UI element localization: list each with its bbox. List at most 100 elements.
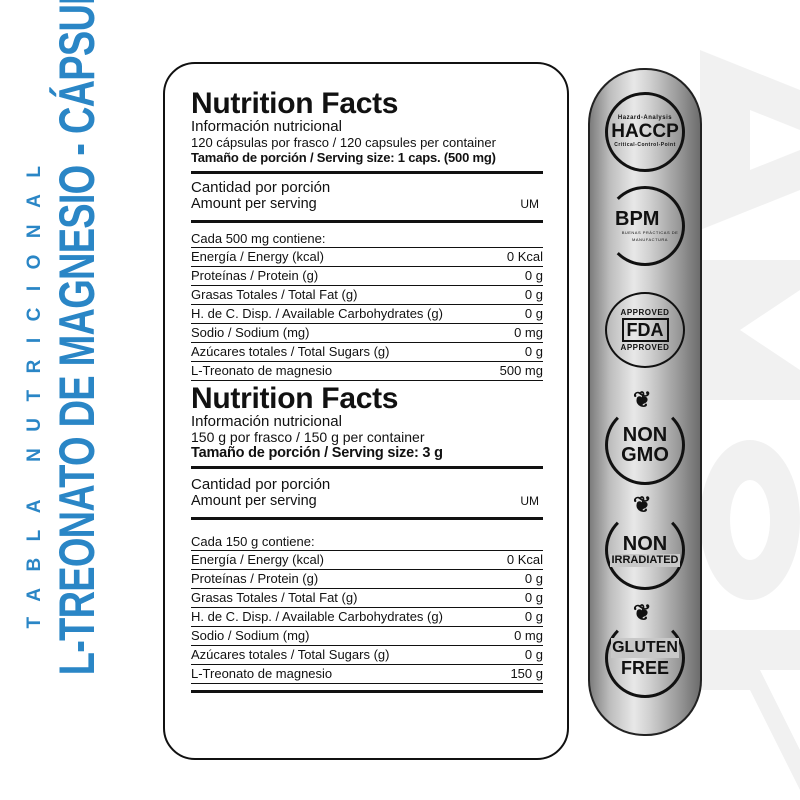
row-value: 0 g: [524, 344, 543, 359]
row-value: 0 g: [524, 647, 543, 662]
leaf-icon: ❦: [633, 600, 652, 625]
panel-title: Nutrition Facts: [191, 382, 399, 415]
badge-ring: [605, 292, 685, 368]
badge-ring: [605, 618, 685, 698]
cada-label: Cada 150 g contiene:: [191, 534, 543, 551]
amount-es: Cantidad por porción: [191, 476, 331, 493]
side-title: L-TREONATO DE MAGNESIO - CÁPSULA: [49, 0, 105, 676]
table-row: Azúcares totales / Total Sugars (g) 0 g: [191, 646, 543, 665]
table-row: Sodio / Sodium (mg) 0 mg: [191, 324, 543, 343]
side-subtitle: TABLA NUTRICIONAL: [24, 149, 45, 629]
divider: [191, 466, 543, 469]
panel-title: Nutrition Facts: [191, 87, 399, 120]
amount-es: Cantidad por porción: [191, 179, 331, 196]
divider: [191, 517, 543, 520]
table-row: L-Treonato de magnesio 500 mg: [191, 362, 543, 381]
row-label: L-Treonato de magnesio: [191, 363, 333, 378]
bpm-small-text: BUENAS PRÁCTICAS DE MANUFACTURA: [621, 230, 679, 242]
bpm-text: BPM: [615, 208, 660, 230]
watermark-shapes: [699, 50, 800, 790]
row-value: 500 mg: [499, 363, 543, 378]
table-row: L-Treonato de magnesio 150 g: [191, 665, 543, 684]
um-label: UM: [520, 197, 539, 211]
cada-label: Cada 500 mg contiene:: [191, 231, 543, 248]
amount-en: Amount per serving: [191, 493, 317, 509]
panel-info: Información nutricional: [191, 118, 342, 135]
fda-bottom-text: APPROVED: [620, 343, 670, 352]
badge-ring: [605, 186, 685, 266]
table-row: Sodio / Sodium (mg) 0 mg: [191, 627, 543, 646]
nutrition-card: Nutrition Facts Información nutricional …: [163, 62, 569, 760]
table-row: Grasas Totales / Total Fat (g) 0 g: [191, 286, 543, 305]
nutrition-panel-capsules: Nutrition Facts Información nutricional …: [191, 89, 543, 381]
divider: [191, 171, 543, 174]
table-row: Grasas Totales / Total Fat (g) 0 g: [191, 589, 543, 608]
table-row: Energía / Energy (kcal) 0 Kcal: [191, 248, 543, 267]
watermark-letter-r: [700, 630, 800, 790]
row-label: H. de C. Disp. / Available Carbohydrates…: [191, 306, 443, 321]
leaf-icon: ❦: [633, 492, 652, 517]
gluten-line1: GLUTEN: [611, 638, 679, 658]
leaf-icon: ❦: [633, 387, 652, 412]
non-gmo-line2: GMO: [621, 444, 669, 466]
row-label: Grasas Totales / Total Fat (g): [191, 590, 358, 605]
badge-ring: [605, 405, 685, 485]
nutrient-table: Energía / Energy (kcal) 0 Kcal Proteínas …: [191, 248, 543, 381]
row-label: Azúcares totales / Total Sugars (g): [191, 344, 390, 359]
badge-ring: [605, 92, 685, 172]
row-label: L-Treonato de magnesio: [191, 666, 333, 681]
row-value: 0 mg: [514, 325, 543, 340]
table-row: H. de C. Disp. / Available Carbohydrates…: [191, 305, 543, 324]
row-label: Grasas Totales / Total Fat (g): [191, 287, 358, 302]
table-row: H. de C. Disp. / Available Carbohydrates…: [191, 608, 543, 627]
row-label: Sodio / Sodium (mg): [191, 628, 310, 643]
row-label: Proteínas / Protein (g): [191, 268, 319, 283]
certification-strip: Hazard-Analysis HACCP Critical-Control-P…: [588, 68, 702, 736]
fda-badge: APPROVED FDA APPROVED: [605, 292, 685, 368]
table-row: Azúcares totales / Total Sugars (g) 0 g: [191, 343, 543, 362]
row-label: Azúcares totales / Total Sugars (g): [191, 647, 390, 662]
row-value: 0 g: [524, 609, 543, 624]
table-row: Energía / Energy (kcal) 0 Kcal: [191, 551, 543, 570]
watermark-letter-o: [699, 440, 800, 600]
non-gmo-line1: NON: [622, 424, 668, 446]
non-irradiated-line2: IRRADIATED: [610, 553, 680, 567]
watermark-letter-m: [700, 260, 800, 400]
row-label: Energía / Energy (kcal): [191, 249, 324, 264]
non-irradiated-line1: NON: [622, 532, 668, 555]
row-value: 0 g: [524, 287, 543, 302]
nutrient-table: Energía / Energy (kcal) 0 Kcal Proteínas …: [191, 551, 543, 684]
row-label: Energía / Energy (kcal): [191, 552, 324, 567]
panel-container: 150 g por frasco / 150 g per container: [191, 429, 425, 445]
haccp-text: HACCP: [611, 121, 679, 142]
non-irradiated-badge: ❦ NON IRRADIATED: [605, 494, 685, 590]
panel-serving: Tamaño de porción / Serving size: 1 caps…: [191, 150, 496, 165]
panel-container: 120 cápsulas por frasco / 120 capsules p…: [191, 135, 496, 150]
row-label: Sodio / Sodium (mg): [191, 325, 310, 340]
haccp-bottom-text: Critical-Control-Point: [614, 142, 676, 148]
fda-top-text: APPROVED: [620, 308, 670, 317]
watermark-letter-a: [700, 50, 800, 230]
row-value: 0 g: [524, 571, 543, 586]
row-value: 0 Kcal: [506, 249, 543, 264]
row-value: 0 g: [524, 306, 543, 321]
haccp-top-text: Hazard-Analysis: [617, 115, 673, 121]
divider: [191, 220, 543, 223]
um-label: UM: [520, 494, 539, 508]
gluten-free-badge: ❦ GLUTEN FREE: [605, 602, 685, 698]
nutrition-panel-powder: Nutrition Facts Información nutricional …: [191, 384, 543, 693]
row-value: 0 mg: [514, 628, 543, 643]
watermark-logo: [699, 50, 800, 790]
bpm-badge: BPM BUENAS PRÁCTICAS DE MANUFACTURA: [605, 186, 685, 266]
panel-info: Información nutricional: [191, 413, 342, 430]
divider: [191, 690, 543, 693]
table-row: Proteínas / Protein (g) 0 g: [191, 267, 543, 286]
gluten-line2: FREE: [620, 658, 669, 678]
fda-logo: FDA: [621, 318, 669, 342]
row-value: 150 g: [510, 666, 543, 681]
row-value: 0 g: [524, 268, 543, 283]
table-row: Proteínas / Protein (g) 0 g: [191, 570, 543, 589]
amount-en: Amount per serving: [191, 196, 317, 212]
row-label: H. de C. Disp. / Available Carbohydrates…: [191, 609, 443, 624]
non-gmo-badge: ❦ NON GMO: [605, 389, 685, 485]
